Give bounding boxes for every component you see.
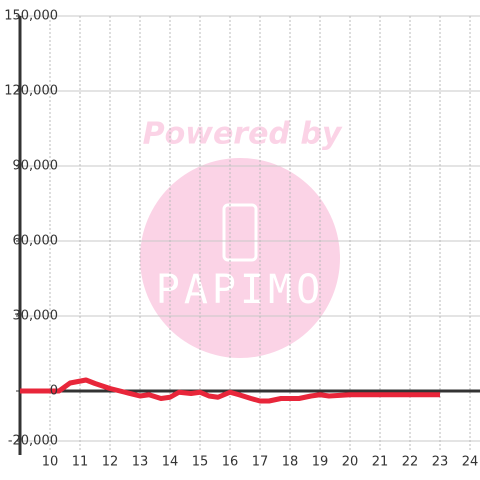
x-tick-label: 13 bbox=[132, 455, 149, 470]
x-tick-label: 19 bbox=[312, 455, 329, 470]
y-tick-label: 120,000 bbox=[4, 84, 58, 99]
y-tick-label: 0 bbox=[50, 384, 58, 399]
x-tick-label: 12 bbox=[102, 455, 119, 470]
x-tick-label: 22 bbox=[402, 455, 419, 470]
x-tick-label: 15 bbox=[192, 455, 209, 470]
x-tick-label: 17 bbox=[252, 455, 269, 470]
x-tick-label: 16 bbox=[222, 455, 239, 470]
x-tick-label: 18 bbox=[282, 455, 299, 470]
y-tick-label: 60,000 bbox=[13, 234, 59, 249]
x-tick-label: 14 bbox=[162, 455, 179, 470]
y-tick-label: 90,000 bbox=[13, 159, 59, 174]
y-tick-label: 150,000 bbox=[4, 9, 58, 24]
x-tick-label: 24 bbox=[462, 455, 479, 470]
y-tick-label: -20,000 bbox=[8, 434, 58, 449]
x-tick-label: 20 bbox=[342, 455, 359, 470]
watermark-icon bbox=[222, 203, 258, 262]
x-tick-label: 10 bbox=[42, 455, 59, 470]
data-line bbox=[20, 377, 441, 404]
x-tick-label: 21 bbox=[372, 455, 389, 470]
x-tick-label: 23 bbox=[432, 455, 449, 470]
watermark-logo: PAPIMO bbox=[156, 267, 325, 313]
watermark-text: Powered by bbox=[143, 117, 343, 152]
x-tick-label: 11 bbox=[72, 455, 89, 470]
y-tick-label: 30,000 bbox=[13, 309, 59, 324]
